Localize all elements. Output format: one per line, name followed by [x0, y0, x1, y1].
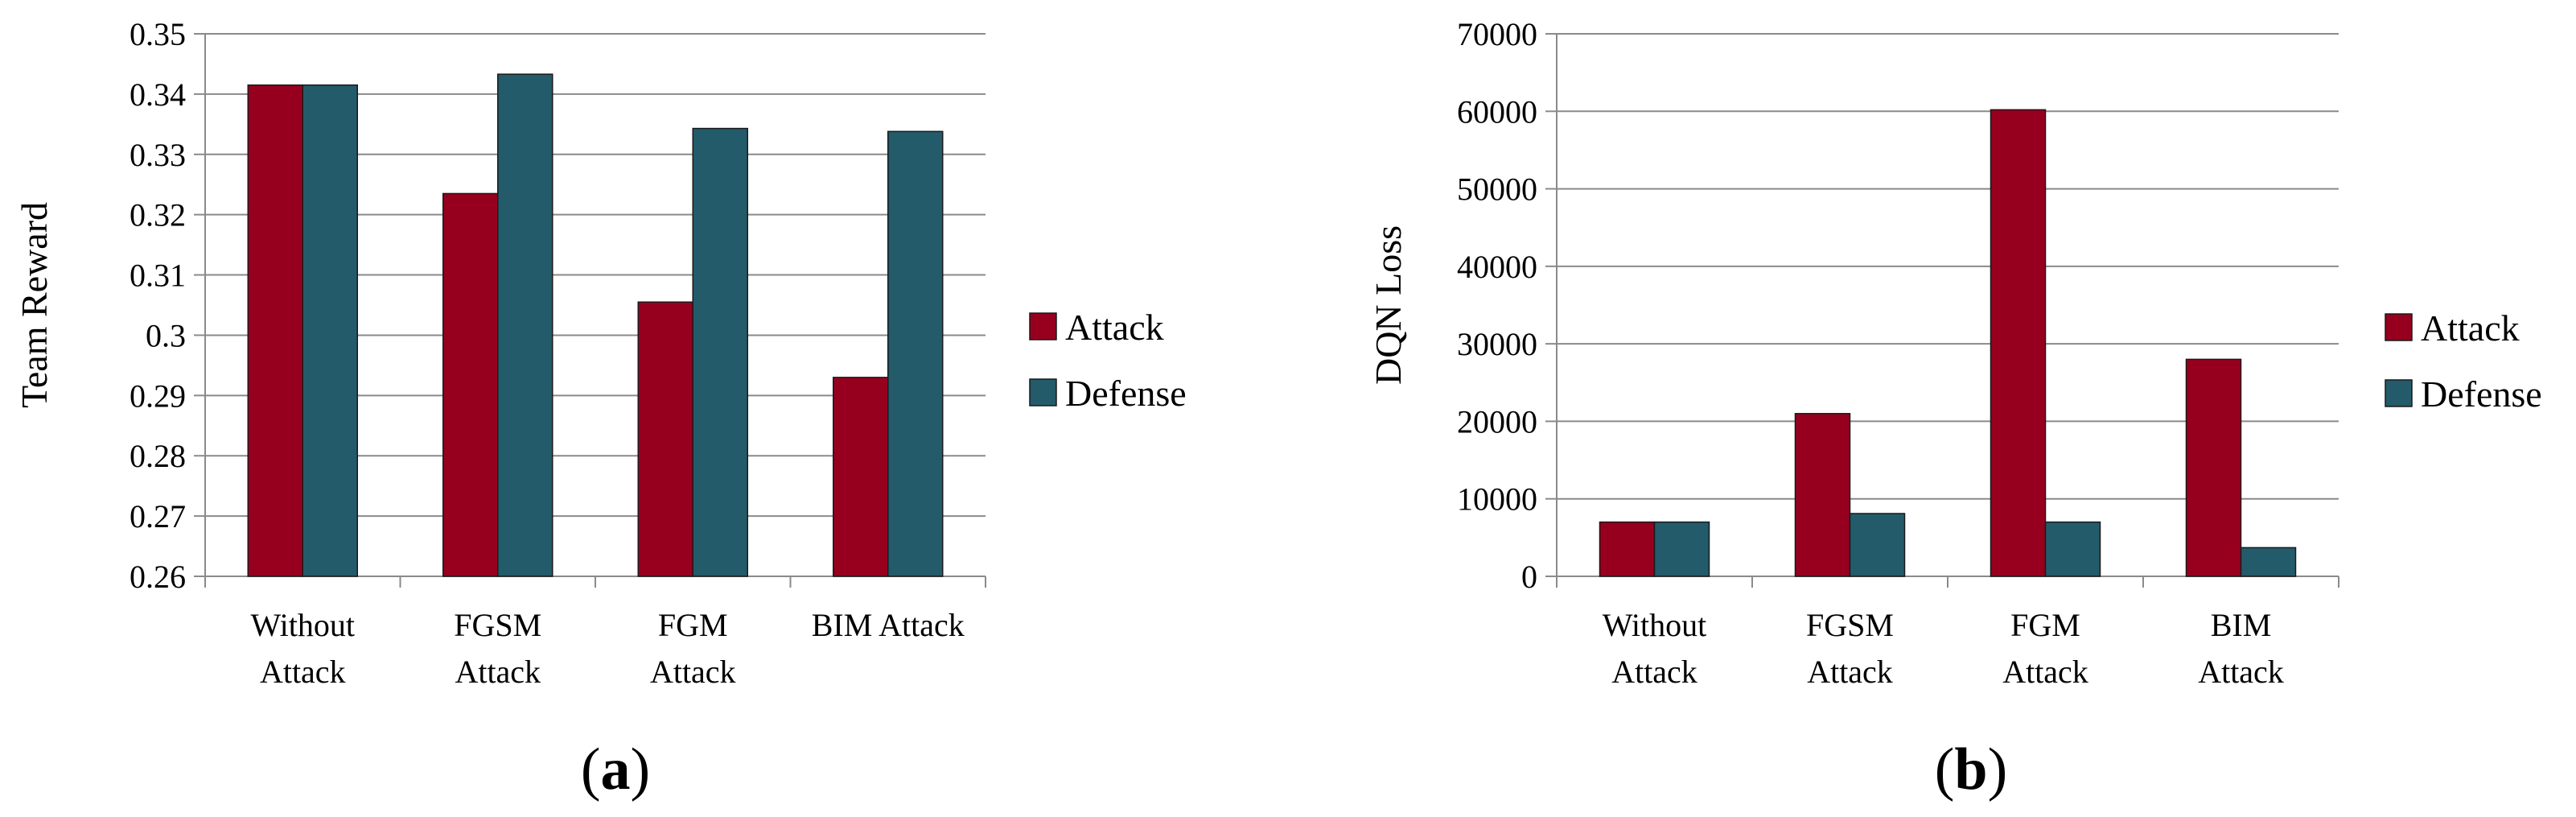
legend-swatch-attack — [1029, 312, 1057, 340]
chart-a: 0.26 0.27 0.28 0.29 0.3 0.31 0.32 0.33 0.34 0.35 W… — [14, 16, 1187, 803]
chart-b: 0 10000 20000 30000 40000 50000 60000 70000 With… — [1368, 16, 2542, 803]
x-tick-label: Attack — [2198, 654, 2284, 690]
y-tick-label: 0.32 — [130, 197, 186, 233]
legend-label-attack: Attack — [1065, 307, 1164, 348]
legend-label-defense: Defense — [1065, 373, 1187, 414]
x-tick-label: Attack — [455, 654, 541, 690]
y-tick-label: 50000 — [1457, 171, 1537, 208]
bar-defense-3 — [692, 127, 748, 577]
y-tick-label: 0.28 — [130, 438, 186, 474]
y-tick-label: 0 — [1521, 559, 1537, 595]
x-tick-label: FGSM — [1806, 607, 1894, 643]
bar-attack-3 — [637, 301, 693, 577]
bar-defense-1 — [302, 84, 358, 577]
legend-swatch-defense — [2385, 379, 2413, 407]
y-tick-label: 10000 — [1457, 481, 1537, 518]
bar-defense-4 — [887, 130, 944, 577]
x-tick-label: Without — [251, 607, 356, 643]
x-tick-label: Without — [1603, 607, 1707, 643]
y-tick-label: 0.29 — [130, 378, 186, 414]
y-axis-title: DQN Loss — [1368, 225, 1409, 385]
y-tick-label: 0.3 — [146, 317, 186, 353]
y-tick-label: 30000 — [1457, 326, 1537, 362]
panel-caption: (a) — [581, 737, 650, 803]
bar-defense-3 — [2044, 521, 2101, 577]
x-tick-label: Attack — [260, 654, 346, 690]
legend-swatch-defense — [1029, 378, 1057, 406]
bar-defense-1 — [1653, 521, 1710, 577]
bar-attack-2 — [442, 192, 499, 577]
bar-attack-3 — [1990, 109, 2047, 577]
x-tick-label: FGM — [2010, 607, 2080, 643]
x-tick-label: FGM — [658, 607, 728, 643]
y-tick-label: 0.31 — [130, 258, 186, 294]
y-tick-label: 0.27 — [130, 498, 186, 534]
caption-close-paren: ) — [1988, 737, 2008, 803]
bar-attack-2 — [1794, 413, 1851, 577]
y-tick-label: 70000 — [1457, 16, 1537, 52]
y-tick-label: 20000 — [1457, 403, 1537, 439]
caption-open-paren: ( — [1935, 737, 1955, 803]
legend-label-attack: Attack — [2421, 307, 2520, 349]
y-tick-label: 0.34 — [130, 76, 186, 113]
x-tick-label: BIM — [2211, 607, 2272, 643]
y-tick-label: 0.35 — [130, 16, 186, 52]
bar-attack-4 — [833, 377, 889, 577]
bar-attack-1 — [247, 84, 303, 577]
bar-attack-1 — [1599, 521, 1656, 577]
panel-caption: (b) — [1935, 737, 2007, 803]
y-axis-title: Team Reward — [14, 202, 55, 408]
bar-defense-2 — [1849, 513, 1906, 577]
bar-defense-2 — [497, 73, 553, 577]
bar-attack-4 — [2185, 358, 2242, 577]
legend-label-defense: Defense — [2421, 373, 2542, 415]
caption-open-paren: ( — [581, 737, 601, 803]
caption-letter: a — [601, 737, 631, 803]
x-tick-label: Attack — [2002, 654, 2088, 690]
legend-swatch-attack — [2385, 313, 2413, 341]
y-tick-label: 0.33 — [130, 137, 186, 173]
caption-letter: b — [1954, 737, 1987, 803]
x-tick-label: FGSM — [454, 607, 541, 643]
x-tick-label: BIM Attack — [812, 607, 965, 643]
y-tick-label: 60000 — [1457, 93, 1537, 130]
x-tick-label: Attack — [650, 654, 736, 690]
y-tick-label: 40000 — [1457, 249, 1537, 285]
y-tick-label: 0.26 — [130, 559, 186, 595]
x-tick-label: Attack — [1611, 654, 1697, 690]
bar-defense-4 — [2240, 547, 2297, 577]
caption-close-paren: ) — [631, 737, 651, 803]
x-tick-label: Attack — [1807, 654, 1893, 690]
